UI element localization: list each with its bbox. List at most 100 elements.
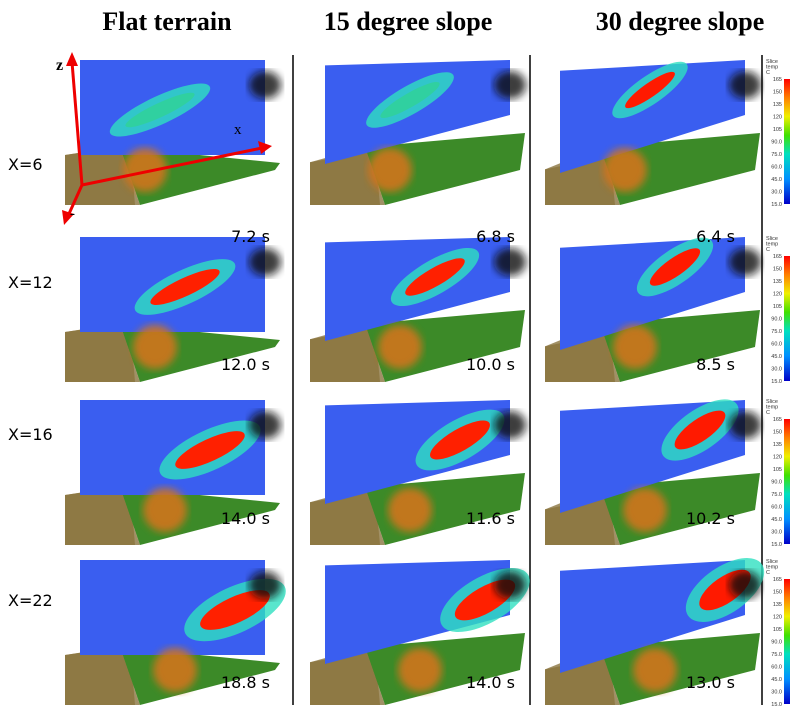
time-label: 14.0 s bbox=[466, 673, 515, 692]
time-label: 8.5 s bbox=[696, 355, 735, 374]
colorbar-tick: 45.0 bbox=[771, 517, 782, 523]
time-label: 6.8 s bbox=[476, 227, 515, 246]
smoke bbox=[494, 248, 526, 276]
row-label: X=22 bbox=[8, 591, 53, 610]
smoke bbox=[249, 248, 281, 276]
time-label: 7.2 s bbox=[231, 227, 270, 246]
colorbar-tick: 30.0 bbox=[771, 367, 782, 373]
axis-label: z bbox=[56, 57, 63, 74]
row-label: X=16 bbox=[8, 425, 53, 444]
colorbar-tick: 15.0 bbox=[771, 702, 782, 708]
smoke bbox=[729, 411, 761, 439]
axis-label: x bbox=[234, 122, 242, 138]
colorbar-tick: 135 bbox=[773, 102, 782, 108]
colorbar-tick: 45.0 bbox=[771, 177, 782, 183]
simulation-image bbox=[310, 60, 526, 205]
colorbar: SlicetempC16515013512010590.075.060.045.… bbox=[766, 236, 790, 385]
colorbar: SlicetempC16515013512010590.075.060.045.… bbox=[766, 559, 790, 708]
colorbar-tick: 165 bbox=[773, 577, 782, 583]
smoke bbox=[729, 248, 761, 276]
colorbar-tick: 150 bbox=[773, 267, 782, 273]
colorbar-tick: 60.0 bbox=[771, 165, 782, 171]
colorbar-tick: 60.0 bbox=[771, 342, 782, 348]
colorbar-tick: 90.0 bbox=[771, 480, 782, 486]
simulation-image bbox=[545, 545, 775, 705]
time-label: 13.0 s bbox=[686, 673, 735, 692]
colorbar-tick: 120 bbox=[773, 115, 782, 121]
colorbar-tick: 15.0 bbox=[771, 542, 782, 548]
colorbar-tick: 30.0 bbox=[771, 530, 782, 536]
fire-base bbox=[378, 325, 422, 369]
colorbar-tick: 15.0 bbox=[771, 202, 782, 208]
colorbar-tick: 75.0 bbox=[771, 152, 782, 158]
colorbar-title: C bbox=[766, 410, 770, 416]
colorbar-tick: 90.0 bbox=[771, 140, 782, 146]
column-title: 30 degree slope bbox=[596, 7, 765, 36]
colorbar-scale bbox=[784, 256, 790, 381]
row-label: X=6 bbox=[8, 155, 43, 174]
colorbar-title: C bbox=[766, 570, 770, 576]
colorbar-scale bbox=[784, 79, 790, 204]
colorbar-tick: 75.0 bbox=[771, 329, 782, 335]
smoke bbox=[249, 71, 281, 99]
colorbar-tick: 60.0 bbox=[771, 505, 782, 511]
colorbar-tick: 60.0 bbox=[771, 665, 782, 671]
colorbar-tick: 120 bbox=[773, 455, 782, 461]
fire-base bbox=[633, 648, 677, 692]
colorbar-tick: 90.0 bbox=[771, 317, 782, 323]
colorbar-tick: 165 bbox=[773, 77, 782, 83]
colorbar-tick: 105 bbox=[773, 627, 782, 633]
colorbar-scale bbox=[784, 579, 790, 704]
fire-base bbox=[368, 148, 412, 192]
simulation-image bbox=[545, 53, 761, 205]
colorbar-tick: 75.0 bbox=[771, 652, 782, 658]
fire-base bbox=[613, 325, 657, 369]
colorbar-tick: 165 bbox=[773, 254, 782, 260]
colorbar-tick: 150 bbox=[773, 590, 782, 596]
row-label: X=12 bbox=[8, 273, 53, 292]
panels bbox=[65, 53, 775, 705]
figure: Flat terrain 15 degree slope 30 degree s… bbox=[0, 0, 798, 709]
colorbar-title: C bbox=[766, 70, 770, 76]
smoke bbox=[249, 411, 281, 439]
colorbar-tick: 45.0 bbox=[771, 354, 782, 360]
fire-base bbox=[143, 488, 187, 532]
colorbar-tick: 150 bbox=[773, 430, 782, 436]
colorbar: SlicetempC16515013512010590.075.060.045.… bbox=[766, 59, 790, 208]
time-label: 12.0 s bbox=[221, 355, 270, 374]
fire-base bbox=[398, 648, 442, 692]
colorbar-tick: 90.0 bbox=[771, 640, 782, 646]
smoke bbox=[494, 411, 526, 439]
time-label: 11.6 s bbox=[466, 509, 515, 528]
time-label: 14.0 s bbox=[221, 509, 270, 528]
colorbar-tick: 75.0 bbox=[771, 492, 782, 498]
time-label: 10.0 s bbox=[466, 355, 515, 374]
colorbar-tick: 120 bbox=[773, 292, 782, 298]
colorbar-tick: 150 bbox=[773, 90, 782, 96]
fire-base bbox=[623, 488, 667, 532]
fire-base bbox=[603, 148, 647, 192]
smoke bbox=[729, 71, 761, 99]
colorbar-tick: 105 bbox=[773, 467, 782, 473]
column-title: Flat terrain bbox=[102, 7, 232, 36]
colorbar-tick: 15.0 bbox=[771, 379, 782, 385]
colorbar-tick: 30.0 bbox=[771, 190, 782, 196]
colorbar-title: C bbox=[766, 247, 770, 253]
fire-base bbox=[153, 648, 197, 692]
smoke bbox=[494, 71, 526, 99]
smoke bbox=[494, 571, 526, 599]
time-label: 18.8 s bbox=[221, 673, 270, 692]
colorbar-tick: 135 bbox=[773, 442, 782, 448]
colorbar-tick: 135 bbox=[773, 279, 782, 285]
colorbar-tick: 30.0 bbox=[771, 690, 782, 696]
smoke bbox=[249, 571, 281, 599]
colorbar-tick: 45.0 bbox=[771, 677, 782, 683]
colorbar-tick: 120 bbox=[773, 615, 782, 621]
colorbar-tick: 105 bbox=[773, 304, 782, 310]
colorbar-tick: 105 bbox=[773, 127, 782, 133]
colorbar-tick: 165 bbox=[773, 417, 782, 423]
axis-label: - bbox=[70, 206, 75, 222]
colorbar: SlicetempC16515013512010590.075.060.045.… bbox=[766, 399, 790, 548]
fire-base bbox=[388, 488, 432, 532]
colorbar-scale bbox=[784, 419, 790, 544]
